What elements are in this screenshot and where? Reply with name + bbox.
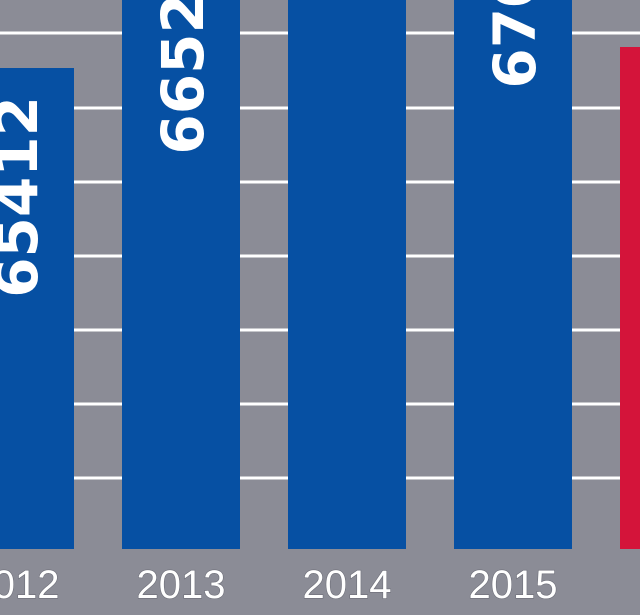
x-tick-label: 2013 (137, 563, 226, 607)
bar (122, 0, 240, 550)
bar-value-label: 67041 (481, 0, 549, 89)
x-axis-ticks: 2012 2013 2014 2015 (0, 562, 558, 607)
bar-value-label: 66527 (149, 0, 217, 155)
bar-highlight (620, 47, 640, 549)
bar-value-label: 65412 (0, 96, 51, 298)
x-axis-band (0, 547, 640, 615)
bar (454, 0, 572, 549)
x-tick-label: 2014 (303, 563, 392, 607)
x-tick-label: 2015 (469, 563, 558, 607)
bar (0, 68, 74, 549)
bars: 65412665276818767041 (0, 0, 640, 550)
bar (288, 0, 406, 549)
x-tick-label: 2012 (0, 563, 59, 607)
